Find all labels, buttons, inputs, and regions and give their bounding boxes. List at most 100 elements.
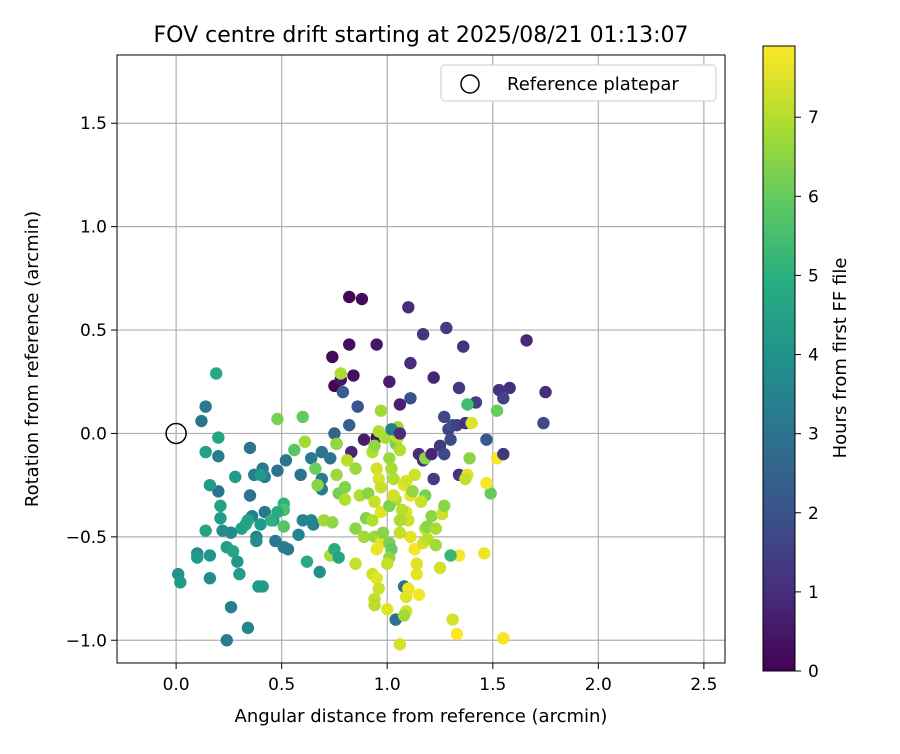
data-point <box>279 454 293 467</box>
data-point <box>343 338 356 351</box>
data-point <box>446 613 459 626</box>
data-point <box>309 462 322 475</box>
colorbar-ticks: 0 1 2 3 4 5 6 7 <box>795 108 819 682</box>
data-point <box>425 447 438 461</box>
data-point <box>410 557 423 570</box>
data-point <box>199 445 212 459</box>
data-point <box>452 381 466 395</box>
data-point <box>241 514 255 527</box>
data-point <box>357 530 371 544</box>
data-point <box>374 481 388 494</box>
data-point <box>463 452 476 465</box>
data-point <box>444 433 457 446</box>
data-point <box>233 567 246 581</box>
colorbar-tick-label: 3 <box>808 425 819 445</box>
data-point <box>277 520 290 533</box>
data-point <box>427 472 440 486</box>
data-point <box>427 371 440 384</box>
data-point <box>370 543 383 556</box>
data-point <box>330 468 343 482</box>
data-point <box>404 530 417 544</box>
y-tick-label: 1.5 <box>80 114 107 134</box>
data-point <box>250 534 263 548</box>
data-point <box>438 410 451 424</box>
data-point <box>385 462 398 475</box>
data-point <box>433 561 447 575</box>
data-point <box>497 392 510 405</box>
x-tick-label: 1.0 <box>374 675 401 695</box>
data-point <box>212 431 225 444</box>
data-point <box>340 454 354 467</box>
data-point <box>484 487 497 500</box>
data-point <box>203 572 217 585</box>
colorbar: 0 1 2 3 4 5 6 7 Hours from first FF file <box>762 45 851 682</box>
data-point <box>368 598 381 612</box>
data-point <box>271 464 284 477</box>
data-point <box>450 627 464 641</box>
data-point <box>355 292 369 306</box>
data-point <box>416 327 430 341</box>
data-point <box>429 538 442 552</box>
data-point <box>478 547 491 560</box>
data-points <box>172 290 552 651</box>
data-point <box>231 555 244 568</box>
data-point <box>410 567 423 581</box>
data-point <box>241 621 255 635</box>
data-point <box>315 445 328 459</box>
data-point <box>461 398 474 411</box>
data-point <box>326 516 339 529</box>
data-point <box>402 301 415 314</box>
data-point <box>216 524 229 537</box>
x-tick-label: 2.5 <box>690 675 717 695</box>
data-point <box>313 565 326 579</box>
data-point <box>243 441 257 455</box>
data-point <box>383 375 396 388</box>
y-tick-label: −0.5 <box>66 528 107 548</box>
data-point <box>328 427 341 440</box>
legend-entry-label: Reference platepar <box>507 74 679 95</box>
data-point <box>520 334 533 347</box>
data-point <box>326 350 339 364</box>
x-tick-label: 1.5 <box>479 675 506 695</box>
data-point <box>349 557 362 570</box>
plot-frame <box>116 54 726 664</box>
colorbar-tick-label: 7 <box>808 108 819 128</box>
data-point <box>243 489 257 502</box>
data-point <box>376 526 390 539</box>
data-point <box>503 381 516 395</box>
x-tick-label: 0.5 <box>268 675 295 695</box>
data-point <box>406 485 419 498</box>
data-point <box>368 495 381 508</box>
data-point <box>288 443 301 457</box>
data-point <box>497 447 510 461</box>
data-point <box>203 549 217 562</box>
x-tick-label: 2.0 <box>585 675 612 695</box>
data-point <box>393 514 407 527</box>
data-point <box>195 414 208 428</box>
data-point <box>343 290 356 304</box>
data-point <box>368 439 381 453</box>
data-point <box>296 410 309 424</box>
data-point <box>281 543 295 556</box>
data-point <box>332 551 345 564</box>
y-tick-label: 0.0 <box>80 424 107 444</box>
data-point <box>305 452 318 465</box>
data-point <box>330 437 343 450</box>
colorbar-tick-label: 2 <box>808 504 819 524</box>
data-point <box>191 551 204 564</box>
data-point <box>370 338 383 351</box>
y-tick-label: 0.5 <box>80 321 107 341</box>
colorbar-label: Hours from first FF file <box>830 258 851 459</box>
chart-title: FOV centre drift starting at 2025/08/21 … <box>154 23 689 48</box>
grid <box>117 55 725 663</box>
data-point <box>307 518 320 531</box>
data-point <box>294 468 307 482</box>
data-point <box>214 499 227 513</box>
colorbar-gradient <box>762 45 796 672</box>
data-point <box>490 404 504 417</box>
data-point <box>459 472 472 486</box>
data-point <box>497 631 510 645</box>
data-point <box>381 557 394 570</box>
y-tick-label: 1.0 <box>80 218 107 238</box>
data-point <box>311 478 324 492</box>
